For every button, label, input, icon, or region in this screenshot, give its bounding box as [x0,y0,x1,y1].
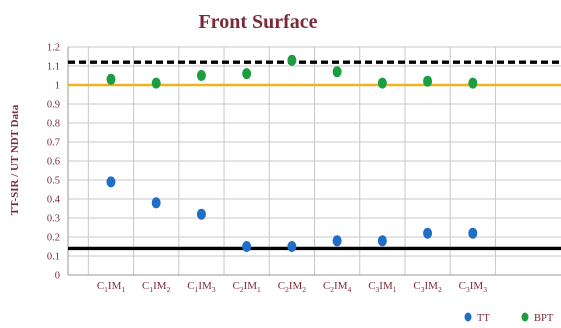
y-tick-label: 0.6 [47,157,60,168]
point-tt [332,235,342,247]
y-tick-label: 0.4 [47,195,61,206]
legend-label-tt: TT [477,313,490,324]
y-tick-label: 0 [55,271,60,282]
y-tick-label: 1.1 [47,62,60,73]
point-tt [423,227,433,239]
x-tick-label: C2IM2 [278,280,307,294]
point-bpt [106,73,116,85]
y-tick-label: 0.3 [47,214,60,225]
x-tick-label: C3IM3 [459,280,488,294]
y-tick-label: 0.2 [47,233,60,244]
x-tick-label: C3IM2 [413,280,442,294]
x-tick-labels: C1IM1 C1IM2 C1IM3 C2IM1 C2IM2 C2IM4 C3IM1 C3IM2… [97,280,487,294]
point-tt [377,235,387,247]
x-tick-label: C1IM2 [142,280,171,294]
legend-label-bpt: BPT [534,313,554,324]
y-tick-label: 0.7 [47,138,60,149]
legend: TT BPT [464,312,554,324]
data-points [106,54,478,252]
y-tick-label: 0.5 [47,176,60,187]
point-bpt [242,68,252,80]
x-tick-label: C2IM4 [323,280,352,294]
reference-lines [68,60,561,251]
point-tt [242,241,252,252]
y-tick-label: 1 [55,81,60,92]
x-tick-label: C1IM1 [97,280,126,294]
point-bpt [196,70,206,81]
point-bpt [332,66,342,78]
point-tt [468,227,478,239]
legend-marker-bpt [521,312,529,322]
y-tick-label: 0.9 [47,100,60,111]
point-tt [287,241,297,252]
point-tt [106,176,116,188]
y-tick-labels: 0 0.1 0.2 0.3 0.4 0.5 0.6 0.7 0.8 0.9 1 1.1 1.2 [47,43,61,282]
x-tick-label: C2IM1 [233,280,262,294]
legend-marker-tt [464,312,472,322]
chart-title: Front Surface [198,11,317,33]
point-bpt [468,77,478,89]
point-tt [196,208,206,220]
y-tick-label: 1.2 [47,43,60,54]
x-tick-label: C3IM1 [368,280,397,294]
gridlines [67,46,561,276]
x-tick-label: C1IM3 [187,280,216,294]
point-tt [151,197,161,209]
point-bpt [151,77,161,89]
point-bpt [423,75,433,87]
y-tick-label: 0.1 [47,252,60,263]
y-tick-label: 0.8 [47,119,60,130]
point-bpt [287,54,297,66]
point-bpt [377,77,387,89]
y-axis-label: TT-SIR / UT NDT Data [9,104,21,215]
